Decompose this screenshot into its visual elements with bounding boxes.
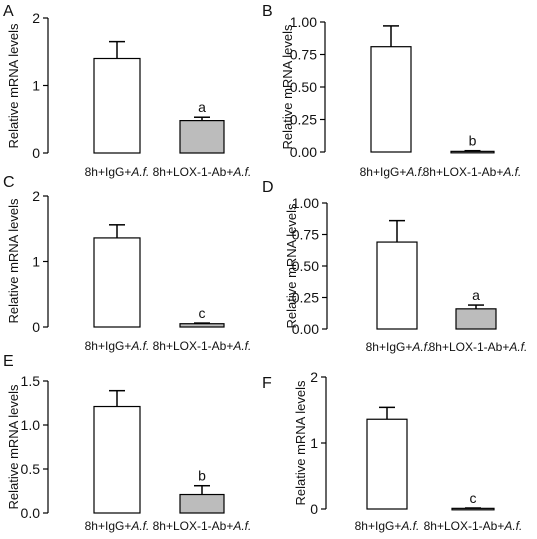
panel-b-bar-2 bbox=[450, 150, 495, 154]
panel-b-y-tick-label: 0.75 bbox=[290, 47, 317, 63]
panel-f-category-label-2: 8h+LOX-1-Ab+A.f. bbox=[424, 519, 523, 533]
panel-a-y-tick-label: 2 bbox=[32, 10, 40, 26]
panel-f-category-label-1: 8h+IgG+A.f. bbox=[355, 519, 420, 533]
panel-f-y-tick-label: 1 bbox=[310, 435, 318, 451]
panel-c-category-label-1: 8h+IgG+A.f. bbox=[85, 339, 150, 353]
panel-a-bar-1 bbox=[93, 57, 141, 154]
panel-a-y-axis-label: Relative mRNA levels bbox=[6, 23, 21, 148]
panel-b-significance-label: b bbox=[469, 133, 477, 149]
panel-d-y-axis-label: Relative mRNA levels bbox=[284, 203, 299, 328]
panel-e-y-tick-label: 0.0 bbox=[21, 505, 41, 521]
panel-a-y-tick-label: 0 bbox=[32, 145, 40, 161]
panel-e-y-tick-label: 1.0 bbox=[21, 417, 41, 433]
panel-b-y-tick-label: 0.00 bbox=[290, 144, 317, 160]
panel-d-bar-2 bbox=[455, 308, 497, 330]
panel-c-y-tick-label: 1 bbox=[32, 254, 40, 270]
panel-a-bar-2 bbox=[179, 119, 225, 154]
panel-f-y-axis-label: Relative mRNA levels bbox=[293, 380, 308, 505]
panel-f-y-tick-label: 0 bbox=[310, 501, 318, 517]
panel-d-y-tick-label: 0.75 bbox=[292, 227, 319, 243]
panel-a-letter: A bbox=[3, 3, 14, 20]
panel-d-bar-1 bbox=[376, 241, 418, 330]
panel-f-significance-label: c bbox=[470, 490, 477, 506]
panel-d-y-tick-label: 0.00 bbox=[292, 321, 319, 337]
panel-e-y-tick-label: 0.5 bbox=[21, 461, 41, 477]
panel-d-y-tick-label: 1.00 bbox=[292, 195, 319, 211]
panel-d-y-tick-label: 0.50 bbox=[292, 258, 319, 274]
panel-c-significance-label: c bbox=[199, 305, 206, 321]
panel-e-y-axis-label: Relative mRNA levels bbox=[6, 384, 21, 509]
panel-d-category-label-1: 8h+IgG+A.f. bbox=[366, 340, 431, 354]
panel-e-significance-label: b bbox=[198, 468, 206, 484]
panel-a-category-label-1: 8h+IgG+A.f. bbox=[85, 165, 150, 179]
panel-b-y-tick-label: 0.50 bbox=[290, 79, 317, 95]
panel-b-y-tick-label: 0.25 bbox=[290, 112, 317, 128]
panel-c-letter: C bbox=[3, 174, 15, 191]
panel-c-category-label-2: 8h+LOX-1-Ab+A.f. bbox=[153, 339, 252, 353]
panel-a-y-tick-label: 1 bbox=[32, 78, 40, 94]
panel-c-y-tick-label: 0 bbox=[32, 319, 40, 335]
panel-e-bar-1 bbox=[93, 405, 141, 514]
panel-b-category-label-1: 8h+IgG+A.f. bbox=[360, 165, 425, 179]
panel-f-bar-1 bbox=[366, 418, 408, 510]
panel-a-category-label-2: 8h+LOX-1-Ab+A.f. bbox=[153, 165, 252, 179]
panel-e-bar-2 bbox=[179, 493, 225, 514]
panel-b-y-tick-label: 1.00 bbox=[290, 14, 317, 30]
panel-c-bar-1 bbox=[93, 237, 141, 328]
panel-e-category-label-1: 8h+IgG+A.f. bbox=[85, 519, 150, 533]
panel-d-letter: D bbox=[262, 179, 274, 196]
panel-f-bar-2 bbox=[451, 507, 495, 511]
panel-d-category-label-2: 8h+LOX-1-Ab+A.f. bbox=[429, 340, 528, 354]
panel-b-letter: B bbox=[262, 3, 273, 20]
panel-c-y-axis-label: Relative mRNA levels bbox=[6, 198, 21, 323]
panel-d-y-tick-label: 0.25 bbox=[292, 290, 319, 306]
panel-c-y-tick-label: 2 bbox=[32, 188, 40, 204]
panel-d-significance-label: a bbox=[472, 287, 480, 303]
panel-f-y-tick-label: 2 bbox=[310, 369, 318, 385]
panel-b-y-axis-label: Relative mRNA levels bbox=[280, 24, 295, 149]
panel-e-category-label-2: 8h+LOX-1-Ab+A.f. bbox=[153, 519, 252, 533]
panel-c-bar-2 bbox=[179, 323, 225, 328]
panel-f-letter: F bbox=[262, 375, 272, 392]
panel-b-bar-1 bbox=[370, 46, 412, 153]
panel-e-y-tick-label: 1.5 bbox=[21, 373, 41, 389]
panel-e-letter: E bbox=[3, 353, 14, 370]
panel-a-significance-label: a bbox=[198, 99, 206, 115]
panel-b-category-label-2: 8h+LOX-1-Ab+A.f. bbox=[423, 165, 522, 179]
